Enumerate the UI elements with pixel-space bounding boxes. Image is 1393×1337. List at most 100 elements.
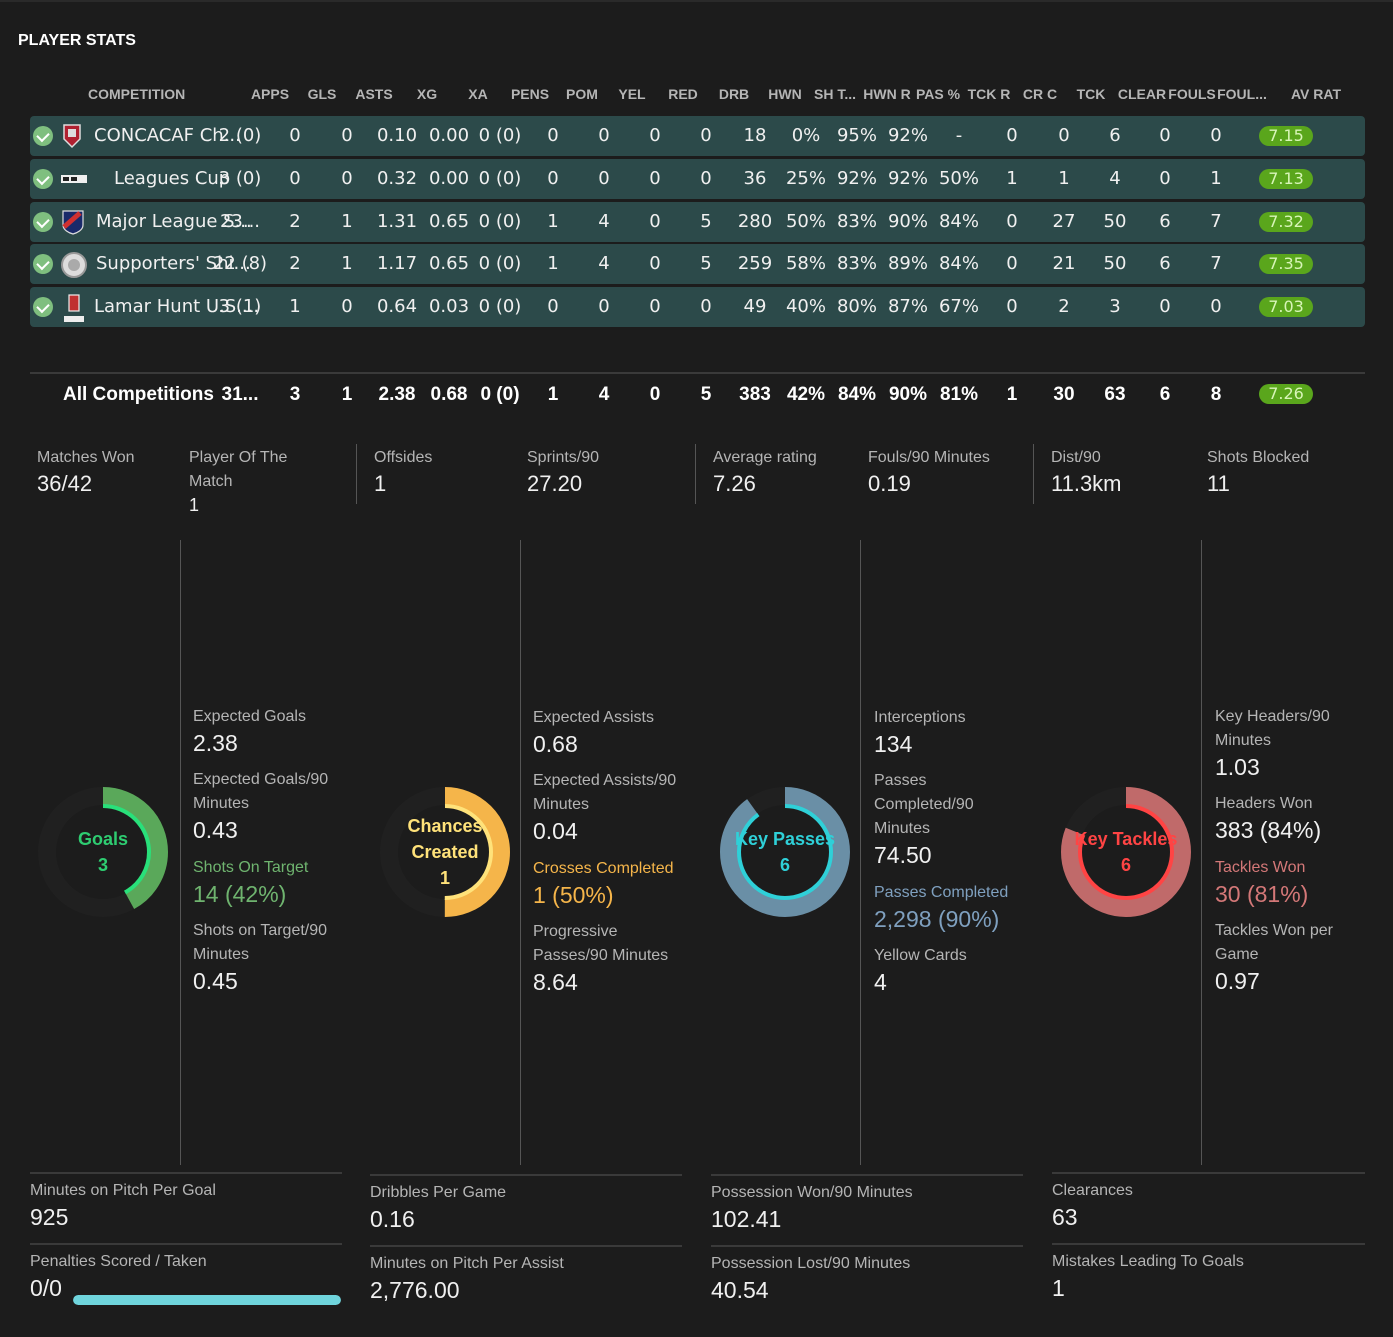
cell-drb: 0: [700, 125, 712, 146]
summary-label: Offsides: [374, 449, 433, 466]
column-header-yel[interactable]: YEL: [618, 86, 646, 102]
ring-chart: [380, 787, 510, 917]
ring-label-line: 1: [439, 868, 450, 888]
column-header-asts[interactable]: ASTS: [355, 86, 393, 102]
competition-row[interactable]: Lamar Hunt U.S.... 3 (1) 1 0 0.64 0.03 0 (0) 0 0…: [30, 287, 1365, 328]
checkmark-icon[interactable]: [33, 168, 53, 189]
competition-row[interactable]: Leagues Cup 3 (0) 0 0 0.32 0.00 0 (0) 0 0 0 0 36 25%…: [30, 158, 1365, 199]
column-header-xa[interactable]: XA: [468, 86, 488, 102]
ring-inner-arc: [737, 804, 833, 900]
ring-label-line: 6: [1120, 855, 1131, 875]
cell-crc: 0: [1006, 296, 1018, 318]
column-header-apps[interactable]: APPS: [250, 86, 290, 102]
summary-label: Fouls/90 Minutes: [868, 449, 990, 466]
supporters-shield-logo-icon: [60, 251, 87, 279]
stat-item: Passes Completed 2,298 (90%): [874, 881, 1024, 933]
cell-foul2: 7: [1210, 210, 1222, 232]
stat-label: Shots On Target: [193, 859, 309, 876]
stat-item: Shots on Target/90 Minutes 0.45: [193, 919, 343, 995]
cell-xa: 0.03: [428, 296, 470, 318]
cell-foul2: 0: [1210, 125, 1222, 146]
cell-drb: 5: [700, 210, 712, 232]
cell-pens: 0 (0): [478, 167, 522, 189]
competition-name[interactable]: Major League S...: [96, 210, 252, 232]
cell-sht: 25%: [785, 167, 826, 189]
column-header-tckr[interactable]: TCK R: [967, 86, 1011, 102]
checkmark-icon[interactable]: [33, 297, 53, 318]
competition-name[interactable]: CONCACAF Ch...: [94, 125, 241, 146]
total-drb: 5: [700, 384, 712, 405]
column-header-hwn[interactable]: HWN: [768, 86, 802, 102]
column-divider: [1201, 540, 1202, 1165]
column-divider: [520, 540, 521, 1165]
stat-value: 30 (81%): [1215, 881, 1309, 907]
competition-name[interactable]: Leagues Cup: [114, 167, 231, 189]
competition-name[interactable]: Supporters' Shi...: [96, 253, 251, 275]
competition-row[interactable]: Supporters' Shi... 22 (8) 2 1 1.17 0.65 0 (0) 1…: [30, 244, 1365, 285]
cell-red: 0: [649, 210, 661, 232]
column-header-competition[interactable]: COMPETITION: [88, 86, 186, 102]
stat-item: Crosses Completed 1 (50%): [533, 857, 683, 909]
stat-label: Shots on Target/90 Minutes: [193, 922, 328, 963]
column-header-pens[interactable]: PENS: [510, 86, 550, 102]
stat-value: 8.64: [533, 969, 578, 995]
column-header-xg[interactable]: XG: [416, 86, 438, 102]
checkmark-icon[interactable]: [33, 254, 53, 275]
bottom-label: Clearances: [1052, 1182, 1133, 1199]
cell-asts: 1: [341, 253, 353, 275]
column-header-tck[interactable]: TCK: [1076, 86, 1106, 102]
stat-label: Expected Goals: [193, 708, 306, 725]
column-header-clear[interactable]: CLEAR: [1117, 86, 1167, 102]
column-header-av-rat[interactable]: AV RAT: [1290, 86, 1342, 102]
bottom-label: Possession Won/90 Minutes: [711, 1184, 913, 1201]
column-header-sht[interactable]: SH T...: [813, 86, 856, 102]
competition-name[interactable]: Lamar Hunt U.S....: [94, 296, 260, 318]
stat-value: 0.43: [193, 817, 238, 843]
column-header-foul2[interactable]: FOUL...: [1217, 86, 1267, 102]
checkmark-icon[interactable]: [33, 211, 53, 232]
column-header-crc[interactable]: CR C: [1022, 86, 1058, 102]
total-asts: 1: [341, 384, 353, 405]
ring-chart: [38, 787, 168, 917]
column-header-drb[interactable]: DRB: [718, 86, 750, 102]
bottom-stat: Mistakes Leading To Goals 1: [1052, 1243, 1365, 1311]
cell-xa: 0.00: [428, 167, 470, 189]
competition-row[interactable]: Major League S... 23... 2 1 1.31 0.65 0 (0) 1 4 0…: [30, 201, 1365, 242]
total-sht: 42%: [786, 384, 826, 405]
cell-red: 0: [649, 253, 661, 275]
column-header-red[interactable]: RED: [668, 86, 698, 102]
cell-yel: 0: [598, 296, 610, 318]
cell-apps: 3 (0): [218, 167, 262, 189]
column-header-gls[interactable]: GLS: [307, 86, 337, 102]
summary-stat: Fouls/90 Minutes 0.19: [868, 446, 1018, 498]
ring-arc: [380, 787, 510, 917]
stat-item: Passes Completed/90 Minutes 74.50: [874, 769, 1024, 869]
column-header-pom[interactable]: POM: [566, 86, 598, 102]
ring-label-line: 3: [97, 855, 108, 875]
total-apps: 31...: [221, 384, 259, 405]
cell-xa: 0.65: [428, 253, 470, 275]
total-crc: 1: [1006, 384, 1018, 405]
cell-tck: 1: [1058, 167, 1070, 189]
total-xg: 2.38: [378, 384, 416, 405]
column-header-hwnr[interactable]: HWN R: [863, 86, 911, 102]
rating-badge: 7.32: [1259, 211, 1313, 232]
stat-item: Progressive Passes/90 Minutes 8.64: [533, 920, 683, 996]
summary-value: 7.26: [713, 471, 756, 496]
cell-clear: 50: [1103, 210, 1127, 232]
stat-label: Crosses Completed: [533, 860, 674, 877]
cell-tck: 27: [1052, 210, 1076, 232]
column-header-pas[interactable]: PAS %: [915, 86, 961, 102]
ring-inner-arc: [55, 804, 151, 900]
checkmark-icon[interactable]: [33, 126, 53, 146]
cell-xg: 1.31: [376, 210, 418, 232]
cell-tckr: 67%: [938, 296, 979, 318]
stat-item: Expected Assists/90 Minutes 0.04: [533, 769, 683, 845]
summary-value: 27.20: [527, 471, 583, 496]
column-header-fouls[interactable]: FOULS: [1168, 86, 1216, 102]
stat-item: Tackles Won per Game 0.97: [1215, 919, 1365, 995]
bottom-value: 2,776.00: [370, 1277, 460, 1303]
stat-value: 2,298 (90%): [874, 906, 1000, 932]
summary-value: 1: [374, 471, 387, 496]
competition-row[interactable]: CONCACAF Ch... 2 (0) 0 0 0.10 0.00 0 (0) 0 0 0 0 18…: [30, 116, 1365, 156]
